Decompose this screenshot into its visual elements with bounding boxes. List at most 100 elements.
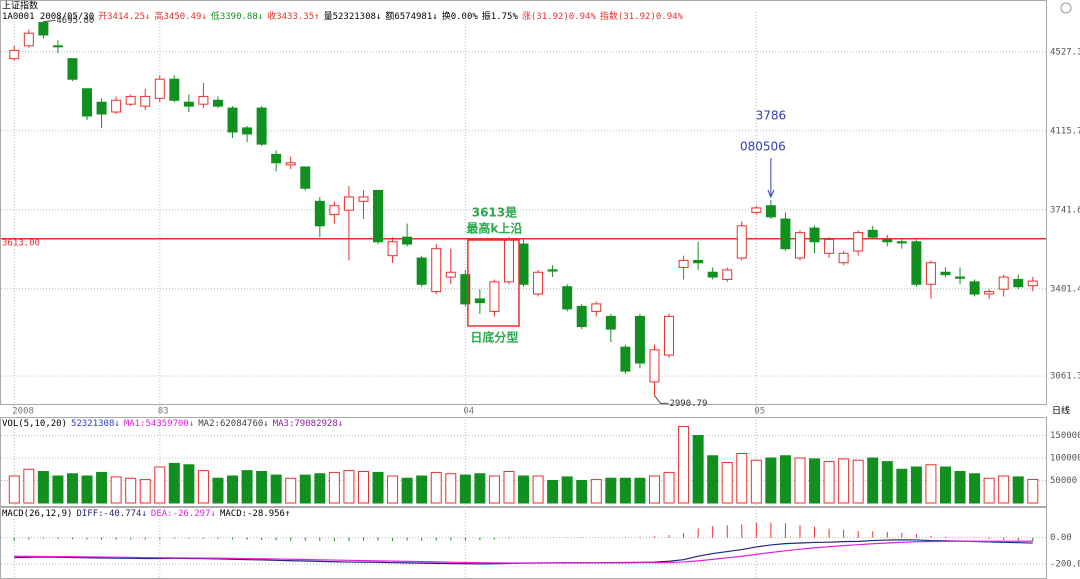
candle-body [634, 315, 645, 364]
info-row: VOL(5,10,20) 52321308↓ MA1:54359700↓ MA2:62… [2, 419, 343, 429]
y-tick-label: 3061.3 [1050, 372, 1080, 382]
candle-body [52, 45, 63, 48]
candle-body [693, 259, 704, 264]
volume-bar [605, 477, 617, 504]
info-field: MACD:-28.956↑ [220, 509, 290, 519]
volume-bar [285, 477, 297, 504]
volume-bar [954, 471, 966, 504]
candle-body [460, 274, 471, 305]
candle-body [198, 95, 209, 105]
candle-body [474, 298, 485, 304]
high-label: 4695.80 [56, 16, 94, 26]
volume-bar [227, 475, 239, 504]
candle-body [358, 196, 369, 202]
candle-body [402, 236, 413, 245]
volume-bar [779, 455, 791, 504]
reference-label: 3613.00 [2, 238, 40, 248]
info-field: 换0.00% [442, 10, 479, 22]
volume-bar [212, 477, 224, 504]
volume-bar [518, 475, 530, 504]
candle-body [503, 238, 514, 283]
info-field: MA2:62084760↓ [198, 419, 268, 429]
volume-bar [52, 475, 64, 504]
candle-body [547, 269, 558, 272]
y-tick-label: 100000 [1050, 454, 1080, 464]
volume-bar [1027, 478, 1039, 504]
candle-body [809, 227, 820, 243]
candle-body [736, 225, 747, 259]
volume-bar [125, 477, 137, 504]
volume-bar [619, 477, 631, 504]
volume-bar [474, 473, 486, 504]
info-field: 低3390.88↓ [211, 10, 263, 22]
volume-bar [765, 457, 777, 504]
volume-bar [532, 475, 544, 504]
x-tick-label: 05 [754, 407, 765, 417]
volume-bar [809, 458, 821, 504]
volume-bar [736, 453, 748, 504]
candle-body [896, 241, 907, 244]
info-field: 涨(31.92)0.94% [522, 11, 597, 22]
candle-body [984, 291, 995, 295]
candle-body [591, 303, 602, 312]
candle-body [576, 305, 587, 328]
candle-body [183, 101, 194, 107]
candle-body [605, 315, 616, 330]
y-tick-label: 150000 [1050, 431, 1080, 441]
volume-bar [256, 471, 268, 504]
volume-bar [663, 471, 675, 504]
x-tick-label: 03 [158, 407, 169, 417]
candle-body [169, 78, 180, 101]
volume-bar [372, 471, 384, 504]
pattern-box [467, 239, 520, 327]
volume-bar [445, 473, 457, 504]
volume-bar [81, 475, 93, 504]
chart-title: 上证指数 [2, 0, 38, 12]
info-field: 量52321308↓ [324, 11, 382, 22]
x-tick-label: 04 [463, 407, 474, 417]
volume-bar [241, 470, 253, 504]
candle-body [373, 189, 384, 243]
y-tick-label: 0.00 [1050, 533, 1072, 543]
volume-bar [66, 473, 78, 504]
volume-bar [139, 479, 151, 504]
volume-bar [692, 435, 704, 504]
candle-body [664, 315, 675, 356]
candle-body [707, 271, 718, 278]
volume-bar [881, 461, 893, 504]
volume-bar [750, 459, 762, 504]
volume-bar [998, 475, 1010, 504]
candle-body [9, 49, 20, 60]
y-tick-label: 50000 [1050, 476, 1077, 486]
low-label: 2990.79 [669, 399, 707, 409]
candle-body [23, 32, 34, 47]
y-tick-label: 4115.7 [1050, 126, 1080, 136]
volume-bar [430, 471, 442, 504]
y-tick-label: 3401.4 [1050, 284, 1080, 294]
volume-bar [328, 471, 340, 504]
candle-body [765, 205, 776, 218]
candle-body [256, 107, 267, 145]
volume-bar [8, 475, 20, 504]
candle-body [955, 276, 966, 279]
candle-body [620, 346, 631, 372]
volume-bar [590, 479, 602, 504]
candle-body [722, 269, 733, 280]
candle-body [824, 238, 835, 254]
volume-bar [547, 480, 559, 504]
volume-bar [168, 462, 180, 504]
candle-body [329, 205, 340, 216]
volume-bar [1012, 476, 1024, 504]
candle-body [212, 99, 223, 107]
volume-bar [838, 458, 850, 504]
candle-body [96, 101, 107, 115]
settings-icon[interactable] [1060, 2, 1072, 14]
volume-bar [910, 466, 922, 504]
x-tick-label: 2008 [12, 407, 34, 417]
volume-bar [459, 474, 471, 504]
candle-body [111, 99, 122, 113]
y-tick-label: 4527.3 [1050, 47, 1080, 57]
candle-body [925, 262, 936, 285]
candle-body [242, 127, 253, 135]
